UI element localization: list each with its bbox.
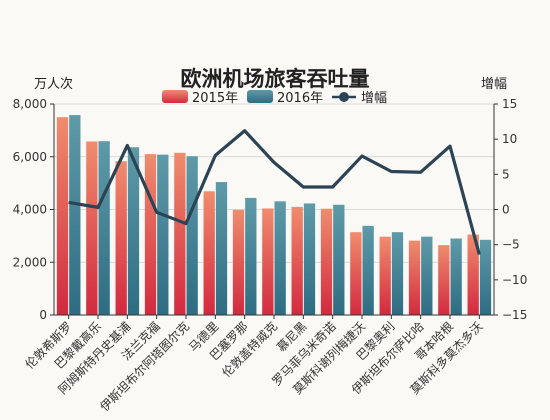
bar-2015年-莫斯科多莫杰多沃 [467, 234, 479, 315]
bar-2015年-伊斯坦布尔阿塔图尔克 [174, 152, 186, 315]
y-tick-label: 6,000 [13, 150, 47, 164]
legend-label-growth: 增幅 [361, 91, 387, 106]
y2-tick-label: 5 [502, 167, 510, 181]
growth-line [68, 129, 481, 255]
legend-swatch-2016年 [247, 90, 273, 103]
y-tick-label: 2,000 [13, 255, 47, 269]
y-axis-title: 万人次 [34, 76, 73, 92]
bar-2015年-法兰克福 [144, 154, 157, 315]
bar-2015年-巴黎奥利 [379, 236, 391, 315]
bar-2015年-哥本哈根 [438, 245, 450, 315]
bar-2016年-慕尼黑 [303, 203, 316, 315]
chart-title: 欧洲机场旅客吞吐量 [181, 67, 370, 91]
y-tick-label: 8,000 [13, 97, 47, 111]
y2-tick-label: 15 [502, 97, 517, 111]
y2-tick-label: −15 [502, 308, 527, 322]
legend: 2015年 2016年 增幅 [162, 90, 387, 106]
bar-2015年-伦敦希斯罗 [56, 117, 69, 315]
legend-swatch-2015年 [162, 90, 188, 103]
bar-2016年-伊斯坦布尔萨比哈 [421, 236, 433, 315]
bar-2016年-巴黎奥利 [391, 232, 404, 315]
bar-2015年-巴黎戴高乐 [86, 141, 98, 315]
bar-2016年-罗马菲乌米奇诺 [333, 204, 345, 315]
bar-2016年-伦敦盖特威克 [274, 201, 286, 315]
legend-label-2015年: 2015年 [192, 91, 238, 106]
bar-2016年-伊斯坦布尔阿塔图尔克 [186, 156, 198, 315]
bar-2016年-法兰克福 [157, 154, 169, 315]
bar-2016年-莫斯科多莫杰多沃 [479, 239, 492, 315]
bar-2015年-巴塞罗那 [232, 209, 245, 315]
bar-2016年-巴塞罗那 [245, 197, 257, 315]
bar-2016年-莫斯科谢列梅捷沃 [362, 225, 374, 315]
bar-2015年-马德里 [203, 191, 215, 315]
y2-axis-title: 增幅 [481, 77, 507, 92]
y2-tick-label: −10 [502, 273, 527, 287]
bar-2015年-伦敦盖特威克 [262, 208, 274, 315]
y2-tick-label: −5 [502, 238, 520, 252]
growth-line-layer [68, 129, 481, 255]
y2-tick-label: 10 [502, 132, 517, 146]
bar-2015年-慕尼黑 [291, 206, 303, 315]
bar-2015年-罗马菲乌米奇诺 [320, 208, 333, 315]
legend-label-2016年: 2016年 [277, 91, 323, 106]
bar-2016年-伦敦希斯罗 [69, 115, 81, 315]
bar-2016年-哥本哈根 [450, 238, 462, 315]
bar-2016年-巴黎戴高乐 [98, 141, 110, 315]
bars [56, 115, 492, 315]
y2-tick-label: 0 [502, 203, 510, 217]
y-tick-label: 0 [39, 308, 47, 322]
bar-2016年-马德里 [215, 182, 228, 315]
bar-2015年-莫斯科谢列梅捷沃 [350, 232, 362, 315]
bar-2015年-阿姆斯特丹史基浦 [115, 161, 127, 315]
y-tick-label: 4,000 [13, 203, 47, 217]
legend-line-marker [339, 92, 349, 102]
bar-2016年-阿姆斯特丹史基浦 [127, 147, 140, 315]
bar-2015年-伊斯坦布尔萨比哈 [408, 240, 421, 315]
